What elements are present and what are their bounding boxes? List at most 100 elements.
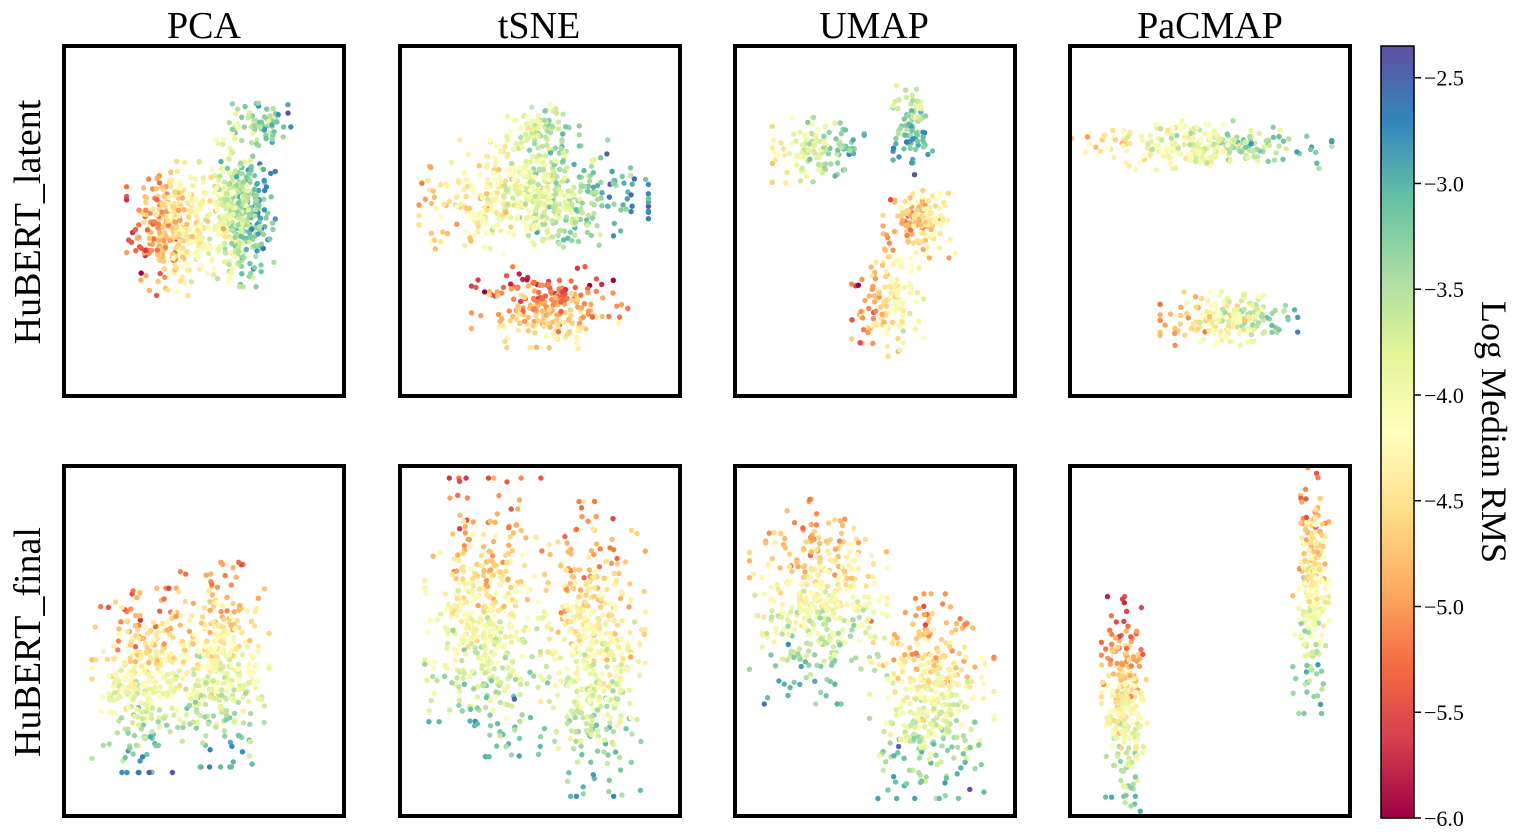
- scatter-point: [1269, 310, 1275, 316]
- scatter-point: [866, 691, 873, 698]
- scatter-point: [444, 640, 451, 647]
- scatter-point: [508, 639, 515, 645]
- scatter-point: [111, 656, 118, 662]
- scatter-point: [569, 201, 575, 207]
- scatter-point: [247, 710, 254, 717]
- scatter-point: [1155, 149, 1162, 155]
- scatter-point: [785, 631, 792, 637]
- scatter-point: [535, 113, 541, 119]
- scatter-point: [461, 632, 468, 638]
- scatter-point: [210, 619, 216, 625]
- scatter-point: [772, 157, 779, 163]
- scatter-point: [641, 631, 647, 637]
- scatter-point: [638, 738, 644, 745]
- scatter-point: [233, 574, 239, 580]
- scatter-point: [535, 133, 541, 139]
- scatter-point: [228, 614, 235, 620]
- scatter-point: [535, 599, 541, 605]
- scatter-point: [197, 221, 203, 227]
- scatter-point: [1159, 137, 1165, 143]
- scatter-point: [257, 119, 263, 126]
- scatter-point: [815, 535, 822, 541]
- scatter-point: [573, 670, 580, 676]
- scatter-point: [502, 655, 509, 661]
- scatter-point: [1260, 330, 1266, 336]
- scatter-point: [478, 552, 485, 559]
- scatter-point: [238, 233, 244, 239]
- scatter-point: [881, 728, 887, 735]
- scatter-point: [531, 288, 538, 294]
- scatter-point: [1218, 328, 1224, 335]
- scatter-point: [485, 177, 491, 183]
- scatter-point: [586, 178, 593, 184]
- scatter-point: [155, 278, 161, 285]
- scatter-point: [212, 663, 219, 670]
- scatter-point: [572, 232, 578, 238]
- scatter-point: [247, 234, 253, 241]
- scatter-point: [588, 639, 595, 645]
- scatter-point: [946, 255, 952, 261]
- scatter-point: [175, 242, 181, 248]
- scatter-point: [934, 219, 940, 226]
- scatter-point: [505, 151, 511, 158]
- scatter-point: [537, 743, 543, 750]
- scatter-point: [233, 111, 239, 117]
- scatter-point: [960, 751, 966, 757]
- scatter-point: [923, 774, 929, 780]
- scatter-point: [785, 581, 792, 587]
- scatter-point: [1190, 321, 1196, 327]
- scatter-point: [172, 262, 178, 268]
- scatter-point: [524, 680, 530, 687]
- scatter-point: [817, 540, 823, 547]
- scatter-point: [464, 205, 470, 212]
- scatter-point: [501, 686, 508, 692]
- scatter-point: [494, 511, 500, 517]
- scatter-point: [894, 635, 900, 641]
- scatter-point: [555, 232, 561, 239]
- scatter-point: [143, 682, 149, 689]
- scatter-point: [548, 626, 555, 633]
- scatter-point: [442, 591, 448, 597]
- scatter-point: [882, 247, 888, 253]
- scatter-point: [560, 131, 566, 137]
- scatter-point: [494, 289, 500, 295]
- scatter-point: [468, 566, 474, 573]
- scatter-point: [1192, 294, 1199, 300]
- scatter-point: [223, 712, 230, 718]
- scatter-point: [268, 194, 274, 200]
- scatter-point: [480, 683, 486, 689]
- scatter-point: [256, 142, 262, 149]
- scatter-point: [604, 760, 611, 767]
- scatter-point: [522, 562, 528, 569]
- scatter-point: [190, 641, 196, 647]
- scatter-point: [608, 715, 614, 721]
- scatter-point: [610, 277, 616, 283]
- scatter-point: [610, 741, 616, 747]
- scatter-point: [612, 749, 619, 755]
- scatter-point: [870, 340, 876, 347]
- scatter-point: [455, 492, 461, 498]
- scatter-point: [479, 663, 486, 669]
- scatter-point: [246, 753, 253, 759]
- scatter-point: [524, 614, 531, 621]
- scatter-point: [233, 122, 239, 128]
- scatter-point: [804, 653, 810, 659]
- scatter-point: [176, 668, 182, 674]
- scatter-point: [139, 754, 146, 760]
- scatter-point: [850, 594, 856, 600]
- scatter-point: [498, 228, 504, 234]
- scatter-point: [897, 347, 903, 353]
- scatter-point: [605, 618, 611, 624]
- scatter-point: [642, 626, 648, 632]
- scatter-point: [430, 188, 436, 194]
- scatter-point: [552, 158, 558, 164]
- scatter-point: [145, 630, 151, 636]
- scatter-point: [539, 143, 545, 150]
- scatter-point: [578, 305, 585, 311]
- scatter-point: [470, 610, 477, 616]
- scatter-point: [493, 689, 499, 695]
- scatter-point: [920, 187, 926, 194]
- scatter-point: [164, 618, 171, 625]
- scatter-point: [224, 678, 230, 684]
- scatter-point: [956, 650, 962, 657]
